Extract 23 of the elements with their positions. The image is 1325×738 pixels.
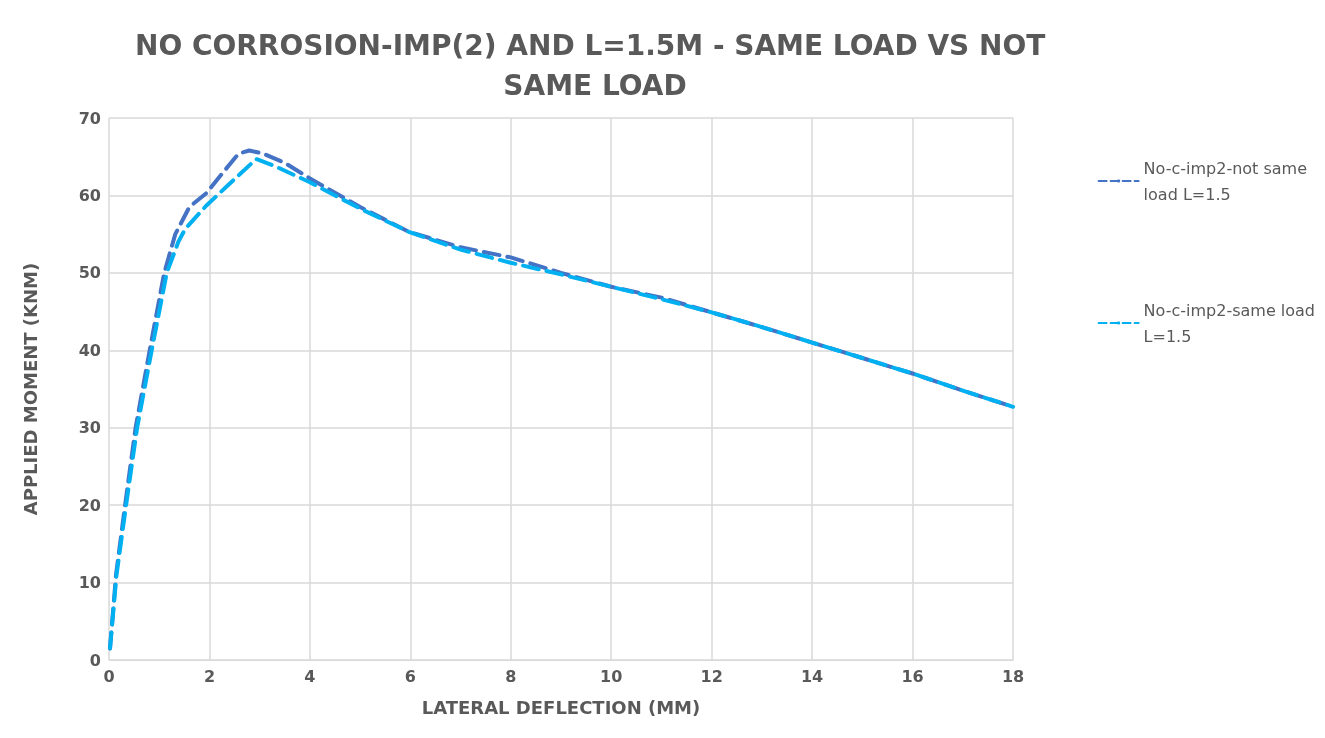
x-tick-label: 0	[103, 666, 115, 686]
x-tick-label: 12	[700, 666, 723, 686]
y-tick-label: 50	[78, 263, 101, 283]
y-tick-label: 0	[89, 650, 101, 670]
x-tick-label: 4	[304, 666, 316, 686]
legend-label: No-c-imp2-same load L=1.5	[1143, 300, 1315, 346]
x-tick-label: 6	[404, 666, 416, 686]
x-tick-label: 2	[203, 666, 216, 686]
y-axis-title: APPLIED MOMENT (KNM)	[19, 262, 41, 516]
y-tick-label: 60	[78, 185, 101, 205]
x-tick-label: 8	[505, 666, 517, 686]
chart-title: NO CORROSION-IMP(2) AND L=1.5M - SAME LOAD VS NOT SAME LOAD	[134, 28, 1056, 102]
x-tick-label: 10	[600, 666, 623, 686]
x-tick-label: 18	[1001, 666, 1025, 686]
x-tick-label: 14	[800, 666, 824, 686]
x-axis-title: LATERAL DEFLECTION (MM)	[421, 696, 701, 718]
x-tick-label: 16	[901, 666, 924, 686]
y-tick-label: 20	[78, 495, 101, 515]
y-tick-label: 30	[78, 418, 101, 438]
y-tick-label: 70	[78, 108, 101, 128]
legend-label: No-c-imp2-not same load L=1.5	[1143, 158, 1308, 204]
y-tick-label: 40	[78, 340, 101, 360]
y-tick-label: 10	[78, 573, 101, 593]
